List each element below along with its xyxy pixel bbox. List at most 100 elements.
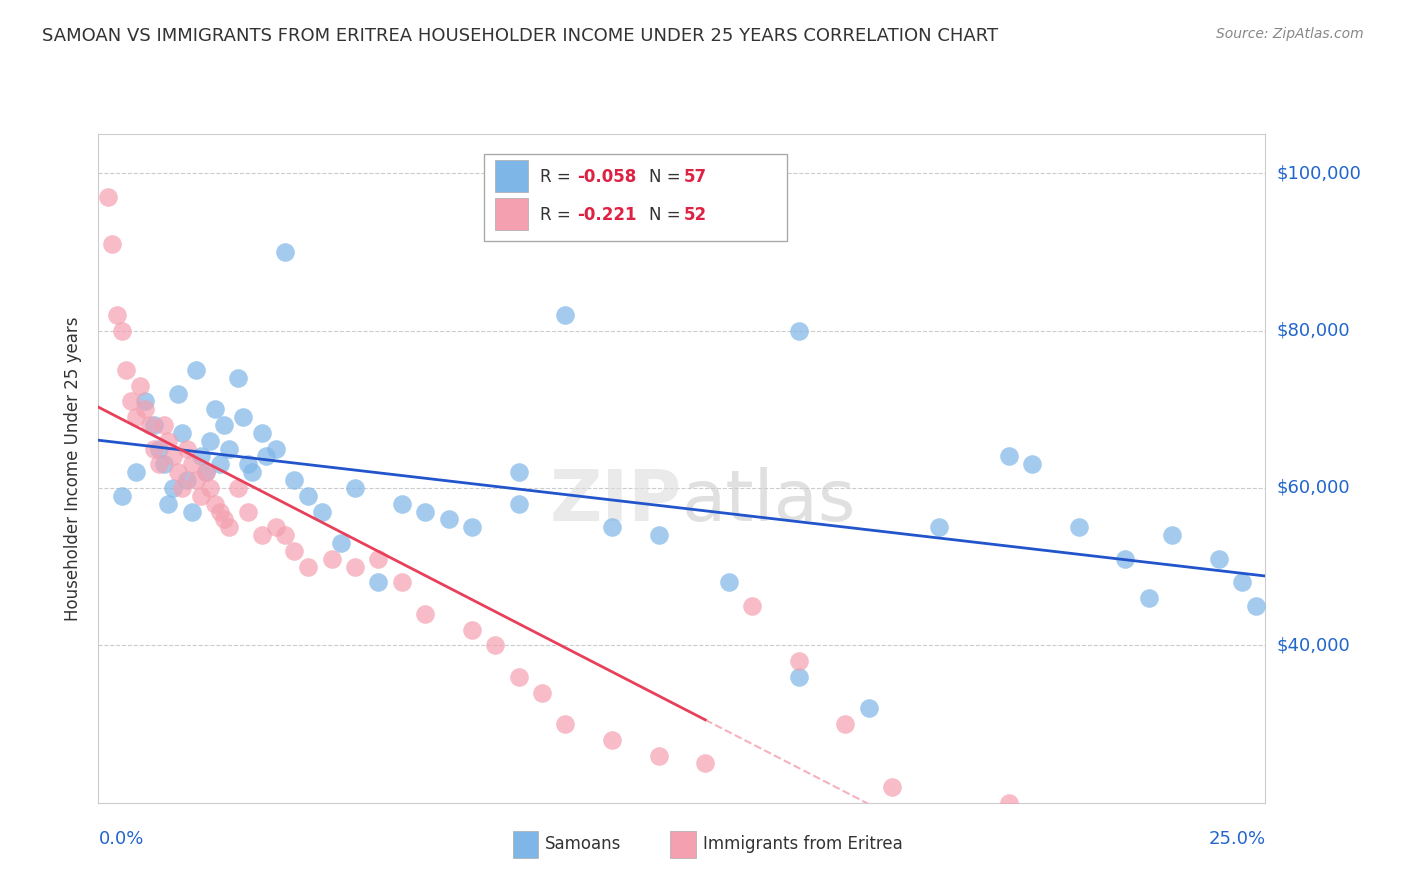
Point: [180, 505, 202, 519]
Point: [120, 394, 142, 409]
Point: [194, 465, 217, 479]
Point: [97, 190, 120, 204]
Point: [297, 559, 319, 574]
Point: [647, 528, 669, 542]
Point: [695, 756, 717, 771]
Point: [461, 623, 484, 637]
Text: $60,000: $60,000: [1277, 479, 1350, 497]
Point: [134, 402, 156, 417]
Point: [1067, 520, 1090, 534]
Point: [214, 417, 236, 432]
Point: [997, 450, 1019, 464]
Point: [228, 371, 250, 385]
Text: atlas: atlas: [682, 467, 856, 536]
Point: [208, 458, 231, 472]
FancyBboxPatch shape: [484, 154, 787, 241]
Point: [148, 458, 170, 472]
Point: [157, 497, 180, 511]
Point: [194, 465, 217, 479]
Point: [717, 575, 740, 590]
Point: [143, 417, 166, 432]
Point: [600, 520, 623, 534]
Text: SAMOAN VS IMMIGRANTS FROM ERITREA HOUSEHOLDER INCOME UNDER 25 YEARS CORRELATION : SAMOAN VS IMMIGRANTS FROM ERITREA HOUSEH…: [42, 27, 998, 45]
Text: ZIP: ZIP: [550, 467, 682, 536]
Point: [391, 575, 413, 590]
Point: [530, 685, 553, 699]
Y-axis label: Householder Income Under 25 years: Householder Income Under 25 years: [65, 316, 83, 621]
Point: [162, 450, 184, 464]
Text: 25.0%: 25.0%: [1208, 830, 1265, 847]
Point: [250, 425, 273, 440]
Point: [1137, 591, 1160, 606]
Point: [204, 402, 226, 417]
Point: [125, 410, 148, 425]
Point: [413, 505, 436, 519]
Point: [214, 512, 236, 526]
Point: [208, 505, 231, 519]
Point: [1208, 551, 1230, 566]
Point: [152, 458, 174, 472]
Text: Samoans: Samoans: [546, 835, 621, 854]
Point: [274, 244, 297, 259]
Point: [1230, 575, 1253, 590]
Point: [250, 528, 273, 542]
Point: [787, 324, 810, 338]
Point: [228, 481, 250, 495]
Point: [508, 497, 530, 511]
Point: [236, 505, 259, 519]
Point: [264, 520, 287, 534]
Point: [176, 442, 198, 456]
Point: [311, 505, 333, 519]
Point: [186, 363, 208, 377]
Point: [172, 425, 194, 440]
Point: [129, 378, 152, 392]
Point: [166, 386, 188, 401]
FancyBboxPatch shape: [495, 198, 527, 230]
Point: [111, 489, 134, 503]
Point: [143, 442, 166, 456]
Point: [413, 607, 436, 621]
Text: 52: 52: [685, 206, 707, 225]
Point: [1161, 528, 1184, 542]
Point: [115, 363, 138, 377]
Point: [176, 473, 198, 487]
Point: [180, 458, 202, 472]
Point: [105, 308, 128, 322]
Point: [858, 701, 880, 715]
Text: 0.0%: 0.0%: [98, 830, 143, 847]
Point: [139, 417, 162, 432]
Text: $80,000: $80,000: [1277, 321, 1350, 340]
Point: [283, 544, 305, 558]
Point: [367, 551, 389, 566]
Point: [200, 434, 222, 448]
Point: [554, 308, 576, 322]
Text: R =: R =: [540, 206, 575, 225]
Point: [172, 481, 194, 495]
Point: [232, 410, 254, 425]
Point: [787, 654, 810, 668]
Point: [125, 465, 148, 479]
Point: [162, 481, 184, 495]
FancyBboxPatch shape: [513, 831, 538, 858]
Point: [157, 434, 180, 448]
Point: [274, 528, 297, 542]
Point: [330, 536, 353, 550]
Text: N =: N =: [650, 169, 686, 186]
Point: [344, 559, 367, 574]
Point: [166, 465, 188, 479]
Point: [1114, 551, 1136, 566]
Point: [200, 481, 222, 495]
Point: [321, 551, 343, 566]
Text: Source: ZipAtlas.com: Source: ZipAtlas.com: [1216, 27, 1364, 41]
Point: [554, 717, 576, 731]
Point: [236, 458, 259, 472]
Point: [741, 599, 763, 613]
Point: [508, 670, 530, 684]
Point: [152, 417, 174, 432]
Point: [1021, 458, 1043, 472]
Text: $40,000: $40,000: [1277, 636, 1350, 655]
FancyBboxPatch shape: [495, 160, 527, 192]
Point: [264, 442, 287, 456]
Text: N =: N =: [650, 206, 686, 225]
Point: [997, 796, 1019, 810]
